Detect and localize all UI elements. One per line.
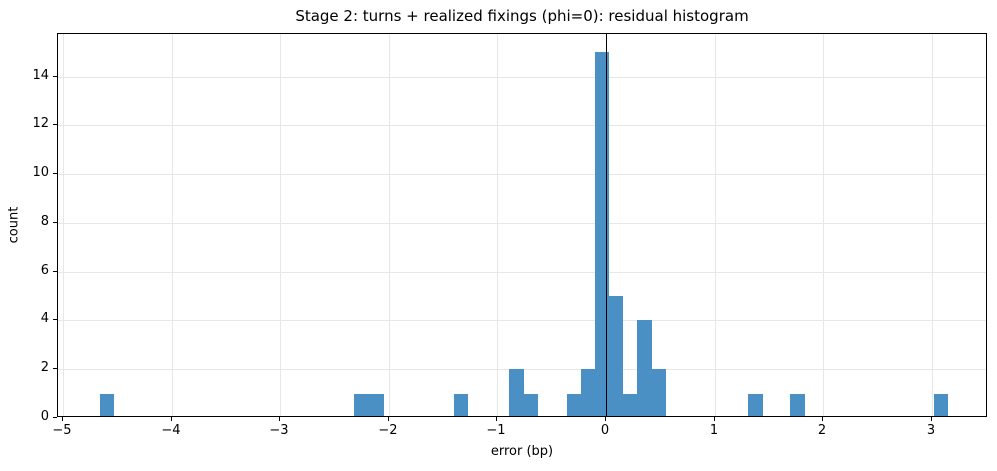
y-tick-label: 8 [40,214,49,229]
y-tick-label: 4 [40,311,49,326]
x-gridline [63,34,64,416]
x-gridline [280,34,281,416]
x-tick-label: −1 [486,423,506,438]
histogram-bar [609,296,623,416]
histogram-bar [100,394,114,416]
y-tick-mark [53,319,57,320]
y-gridline [58,320,986,321]
y-tick-label: 14 [32,68,49,83]
y-tick-mark [53,271,57,272]
x-tick-label: −3 [269,423,289,438]
histogram-bar [637,320,652,416]
y-tick-mark [53,124,57,125]
histogram-bar [652,369,666,416]
plot-area [57,33,987,417]
x-tick-mark [931,417,932,421]
histogram-bar [567,394,581,416]
y-tick-mark [53,368,57,369]
x-gridline [932,34,933,416]
x-tick-label: 1 [709,423,719,438]
histogram-bar [454,394,468,416]
x-gridline [172,34,173,416]
x-tick-label: −5 [52,423,72,438]
histogram-bar [354,394,368,416]
x-axis-label: error (bp) [490,444,554,459]
y-tick-mark [53,417,57,418]
x-gridline [715,34,716,416]
histogram-bar [368,394,384,416]
histogram-bar [790,394,805,416]
x-tick-label: 3 [926,423,936,438]
x-tick-label: −2 [378,423,398,438]
histogram-bar [748,394,763,416]
histogram-bar [581,369,595,416]
y-tick-label: 12 [32,116,49,131]
y-gridline [58,77,986,78]
histogram-bar [595,52,609,416]
y-tick-mark [53,76,57,77]
histogram-bar [934,394,948,416]
y-gridline [58,223,986,224]
y-tick-label: 2 [40,360,49,375]
histogram-bar [623,394,637,416]
x-gridline [497,34,498,416]
zero-vline [606,34,607,416]
histogram-bar [524,394,538,416]
x-tick-mark [822,417,823,421]
y-tick-label: 6 [40,263,49,278]
x-tick-mark [279,417,280,421]
histogram-bar [509,369,524,416]
y-gridline [58,272,986,273]
chart-title: Stage 2: turns + realized fixings (phi=0… [295,7,749,25]
x-gridline [823,34,824,416]
y-gridline [58,125,986,126]
x-tick-label: 0 [600,423,610,438]
x-tick-mark [496,417,497,421]
y-tick-mark [53,222,57,223]
x-gridline [389,34,390,416]
y-tick-label: 0 [40,409,49,424]
x-tick-mark [62,417,63,421]
x-tick-mark [171,417,172,421]
y-tick-mark [53,173,57,174]
x-tick-mark [388,417,389,421]
x-tick-label: −4 [161,423,181,438]
y-gridline [58,174,986,175]
x-tick-label: 2 [817,423,827,438]
x-tick-mark [605,417,606,421]
x-tick-mark [714,417,715,421]
y-tick-label: 10 [32,165,49,180]
